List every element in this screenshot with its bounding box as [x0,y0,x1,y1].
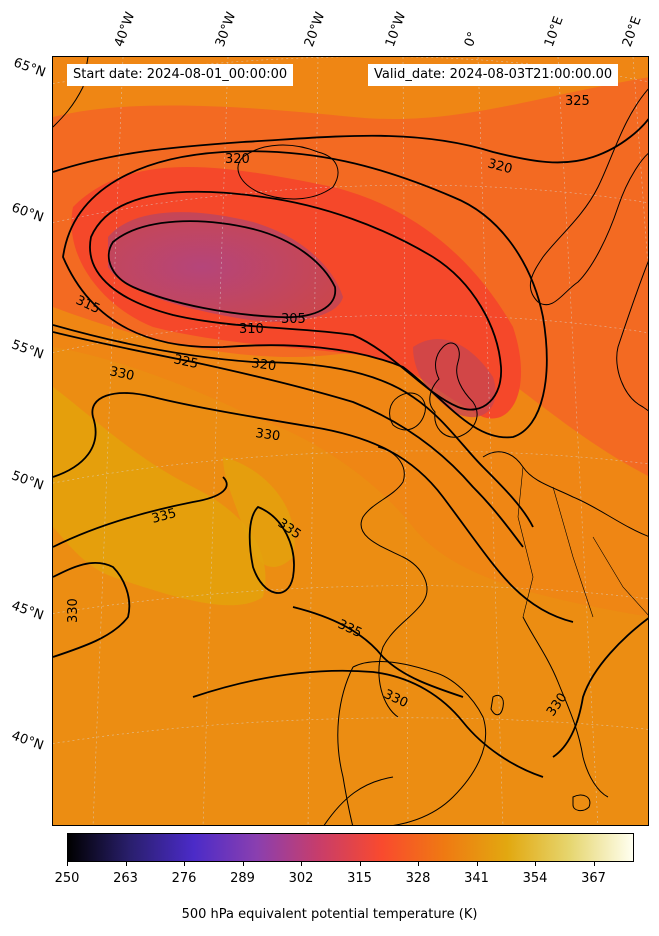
contour-320-north [53,118,648,173]
field-warm-zone [53,347,648,825]
coast-italy [522,616,609,798]
map-field: 305 310 315 320 320 320 325 325 330 330 … [53,57,648,825]
start-date-label: Start date: 2024-08-01_00:00:00 [67,64,294,86]
colorbar-tick-label: 250 [54,871,80,886]
colorbar-label: 500 hPa equivalent potential temperature… [181,907,478,922]
coast-north-sea [482,451,648,537]
coast-iberia [337,661,487,825]
coast-sicily [572,794,591,812]
contour-330-east [552,617,648,758]
colorbar-tick-label: 315 [347,871,372,886]
colorbar-tick-mark [535,862,536,866]
lat-label-60n: 60°N [9,200,46,226]
coast-ireland [389,392,426,431]
contour-330-mid [53,392,574,623]
coast-britain [429,342,478,438]
contour-335-south [292,606,464,698]
contour-325 [53,331,524,548]
lon-label-30w: 30°W [212,10,240,49]
colorbar-tick-mark [593,862,595,866]
coast-iceland [237,144,339,200]
lon-label-20e: 20°E [619,14,645,50]
contour-label-320-d: 325 [565,94,590,109]
contours [53,118,648,778]
contour-label-320-c: 320 [250,356,277,374]
colorbar-tick-mark [301,862,302,866]
colorbar-tick-label: 367 [581,871,606,886]
colorbar-tick-label: 302 [288,871,314,886]
colorbar-tick-label: 341 [464,871,489,886]
lat-label-40n: 40°N [9,728,46,754]
colorbar-tick-mark [184,862,185,866]
coast-morocco [323,776,394,825]
lon-label-20w: 20°W [301,10,329,49]
lat-label-65n: 65°N [11,55,48,81]
lat-label-55n: 55°N [9,337,46,363]
colorbar-tick-label: 289 [230,871,255,886]
contour-label-325-a: 325 [172,352,199,372]
lon-label-0: 0° [461,29,482,49]
lon-label-40w: 40°W [111,10,139,49]
coast-sweden [616,260,648,412]
contour-320-south [53,324,534,528]
coastlines [53,57,648,825]
colorbar-tick-label: 354 [522,871,548,886]
contour-330-west [53,562,131,658]
coast-corsica [490,694,504,716]
contour-335-west [53,476,228,548]
colorbar-tick-mark [476,862,478,866]
contour-label-330-a: 330 [108,364,135,384]
colorbar-tick-mark [125,862,127,866]
lat-label-45n: 45°N [9,598,46,624]
contour-310 [89,190,502,411]
coast-norway [529,88,648,305]
contour-330-south [192,669,544,778]
contour-label-335-a: 335 [150,506,178,527]
colorbar [67,833,634,862]
lat-label-50n: 50°N [9,468,46,494]
colorbar-tick-mark [418,862,419,866]
contour-label-310: 310 [239,322,264,337]
coast-france [360,446,428,718]
contour-315 [62,150,548,439]
contour-305 [107,220,337,319]
valid-date-label: Valid_date: 2024-08-03T21:00:00.00 [368,64,619,86]
field-purple-east [413,338,496,418]
colorbar-tick-mark [67,862,68,866]
contour-label-320-a: 320 [225,152,250,167]
graticule [53,57,648,825]
colorbar-tick-mark [242,862,244,866]
lon-label-10e: 10°E [541,14,567,50]
contour-label-330-c: 330 [66,598,81,623]
contour-label-320-b: 320 [486,156,514,177]
contour-label-330-b: 330 [254,426,281,444]
political-borders [517,466,648,618]
field-warm-zone-west [53,387,266,606]
colorbar-tick-label: 328 [405,871,431,886]
field-warm-zone-mid [223,457,295,567]
contour-335-mid [248,505,295,594]
map-panel: 305 310 315 320 320 320 325 325 330 330 … [52,56,649,826]
lon-label-10w: 10°W [382,10,410,49]
contour-label-305: 305 [281,312,306,327]
colorbar-tick-label: 263 [113,871,138,886]
colorbar-tick-mark [359,862,361,866]
colorbar-tick-label: 276 [171,871,197,886]
coast-greenland [53,57,89,128]
